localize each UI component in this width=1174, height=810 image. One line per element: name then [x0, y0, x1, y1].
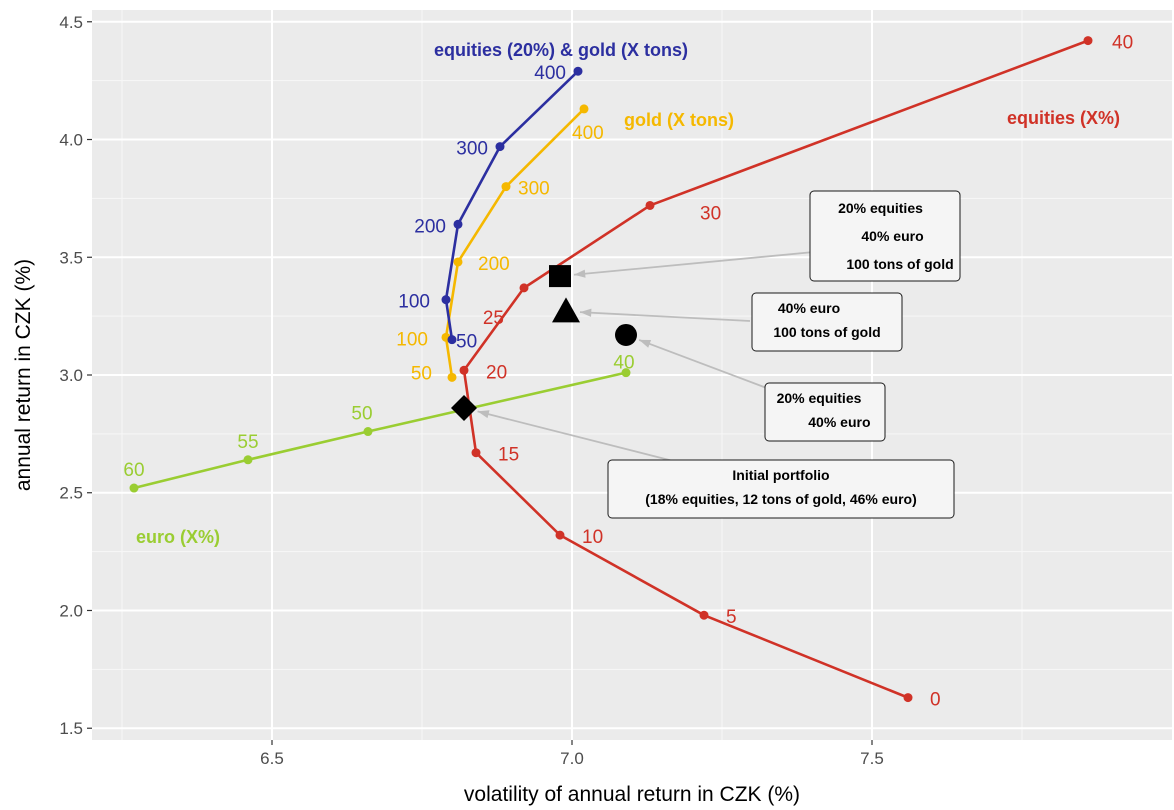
series-name-gold-x-tons: gold (X tons) [624, 110, 734, 130]
major-gridlines [92, 10, 1172, 740]
data-point-equities-x [699, 610, 709, 620]
x-tick-label: 6.5 [260, 749, 284, 768]
annotation-box: 20% equities 40% euro [764, 382, 886, 442]
annotation-box-text: 20% equities [838, 200, 923, 216]
portfolio-circle-marker [615, 323, 637, 346]
series-names: equities (X%) gold (X tons) equities (20%)… [136, 40, 1120, 547]
point-label: 300 [456, 139, 488, 160]
point-label: 400 [572, 123, 604, 144]
point-labels: 0 5 10 15 20 25 30 40 50 100 200 300 400 50 100 200 300 4… [123, 33, 1133, 711]
annotation-box-text: 40% euro [778, 300, 840, 316]
data-point-equities-20-gold-x-tons [441, 295, 451, 305]
point-label: 100 [398, 292, 430, 313]
point-label: 50 [351, 404, 372, 425]
annotation-box: 20% equities 40% euro 100 tons of gold [809, 190, 961, 282]
data-point-equities-x [471, 448, 481, 458]
data-point-euro-x [363, 427, 373, 437]
x-tick-label: 7.0 [560, 749, 584, 768]
x-tick-label: 7.5 [860, 749, 884, 768]
annotation-arrow-head [579, 308, 592, 317]
y-tick-label: 4.0 [59, 131, 83, 150]
data-point-gold-x-tons [501, 182, 511, 192]
data-point-gold-x-tons [447, 372, 457, 382]
data-point-euro-x [621, 368, 631, 378]
annotation-box-text: Initial portfolio [732, 467, 829, 483]
portfolio-triangle-marker [552, 297, 580, 323]
y-tick-label: 3.5 [59, 248, 83, 267]
y-tick-label: 2.0 [59, 601, 83, 620]
portfolio-markers [451, 265, 637, 421]
x-axis-title: volatility of annual return in CZK (%) [464, 783, 800, 806]
data-point-gold-x-tons [453, 257, 463, 267]
point-label: 60 [123, 460, 144, 481]
data-point-euro-x [129, 483, 139, 493]
y-tick-label: 2.5 [59, 484, 83, 503]
annotation-box-text: (18% equities, 12 tons of gold, 46% euro… [645, 491, 917, 507]
annotation-arrow-head [639, 339, 652, 348]
point-label: 40 [1112, 33, 1133, 54]
series-line-euro-x [133, 371, 627, 490]
point-label: 300 [518, 179, 550, 200]
point-label: 40 [613, 353, 634, 374]
annotation-box-text: 40% euro [808, 414, 870, 430]
data-point-equities-x [903, 693, 913, 703]
y-axis-title: annual return in CZK (%) [12, 259, 35, 491]
data-point-equities-20-gold-x-tons [495, 142, 505, 152]
point-label: 5 [726, 607, 737, 628]
data-point-equities-x [645, 200, 655, 210]
point-label: 200 [414, 216, 446, 237]
point-label: 0 [930, 690, 941, 711]
annotation-boxes: Initial portfolio (18% equities, 12 tons … [607, 190, 961, 519]
data-point-equities-x [1083, 36, 1093, 46]
annotation-box-frame [751, 292, 903, 352]
annotation-box-text: 100 tons of gold [846, 256, 953, 272]
annotation-box-frame [607, 459, 955, 519]
series-name-equities-20-gold-x-tons: equities (20%) & gold (X tons) [434, 40, 688, 60]
annotation-box-text: 20% equities [777, 390, 862, 406]
portfolio-diamond-marker [451, 394, 477, 421]
annotation-arrow-head [477, 410, 490, 419]
portfolio-square-marker [549, 265, 571, 288]
point-label: 10 [582, 527, 603, 548]
annotation-arrow-line [579, 311, 751, 322]
point-label: 50 [456, 332, 477, 353]
data-point-equities-20-gold-x-tons [573, 66, 583, 76]
data-point-gold-x-tons [579, 104, 589, 114]
annotation-arrow-head [573, 269, 586, 278]
point-label: 50 [411, 363, 432, 384]
axes: 6.5 7.0 7.5 1.5 2.0 2.5 3.0 3.5 4.0 4.5 [59, 13, 883, 768]
annotation-box: 40% euro 100 tons of gold [751, 292, 903, 352]
point-label: 200 [478, 254, 510, 275]
data-point-equities-20-gold-x-tons [447, 335, 457, 345]
point-label: 25 [483, 308, 504, 329]
point-label: 400 [534, 63, 566, 84]
point-label: 15 [498, 445, 519, 466]
y-tick-label: 4.5 [59, 13, 83, 32]
data-point-equities-x [459, 365, 469, 375]
data-point-euro-x [243, 455, 253, 465]
annotation-box-frame [764, 382, 886, 442]
annotation-box: Initial portfolio (18% equities, 12 tons … [607, 459, 955, 519]
point-label: 100 [396, 329, 428, 350]
series-name-euro-x: euro (X%) [136, 527, 220, 547]
y-tick-label: 1.5 [59, 719, 83, 738]
annotation-box-text: 40% euro [861, 228, 923, 244]
point-label: 30 [700, 203, 721, 224]
series-name-equities-x: equities (X%) [1007, 108, 1120, 128]
annotation-box-frame [809, 190, 961, 282]
annotation-box-text: 100 tons of gold [773, 324, 880, 340]
point-label: 55 [237, 432, 258, 453]
annotation-arrow-line [573, 249, 836, 276]
point-label: 20 [486, 362, 507, 383]
data-point-equities-20-gold-x-tons [453, 219, 463, 229]
y-tick-label: 3.0 [59, 366, 83, 385]
data-point-equities-x [519, 283, 529, 293]
data-point-equities-x [555, 530, 565, 540]
